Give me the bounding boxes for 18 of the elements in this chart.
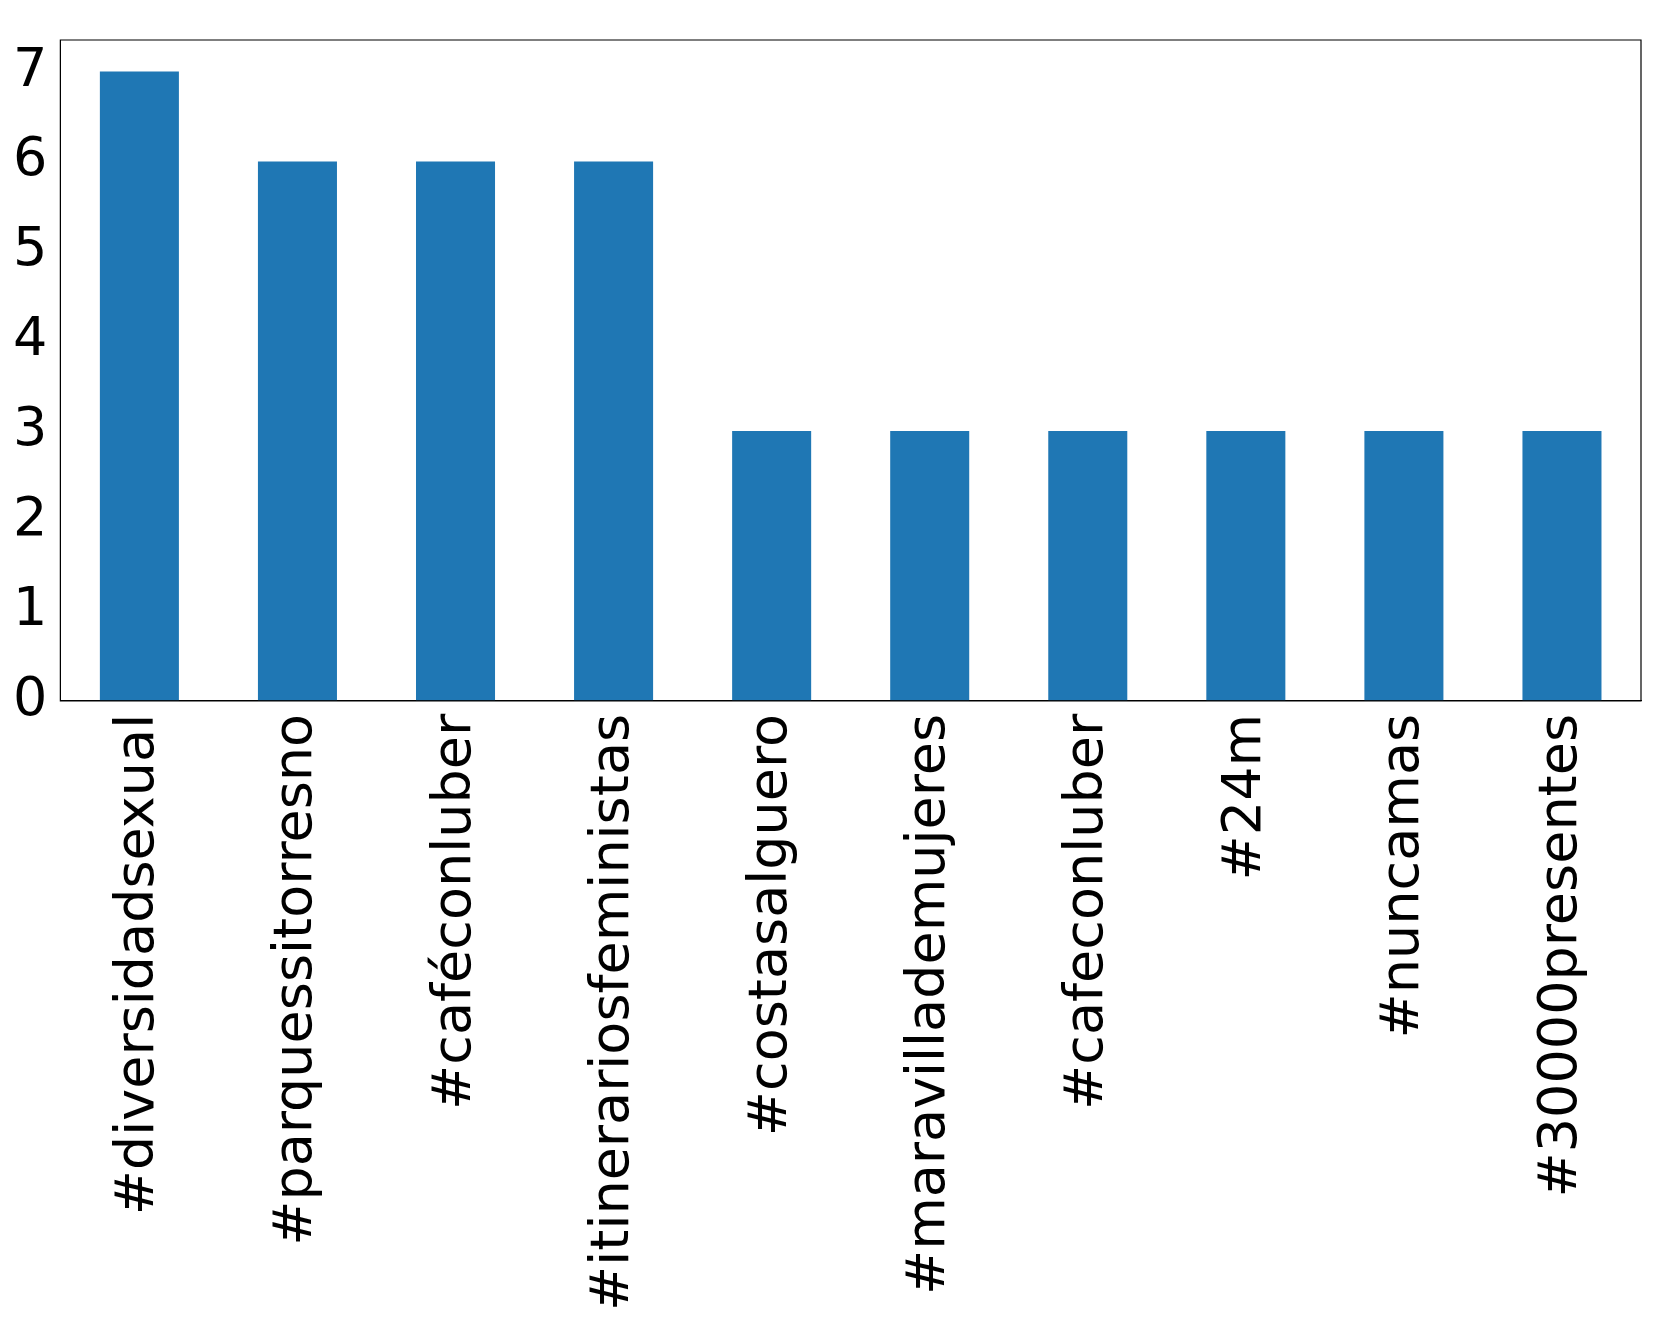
y-tick-label: 1: [13, 574, 48, 638]
y-tick-label: 6: [13, 125, 48, 189]
x-tick-label: #costasalguero: [735, 713, 799, 1137]
x-tick-label: #caféconluber: [419, 713, 483, 1110]
y-tick-label: 3: [13, 395, 48, 459]
y-tick-label: 4: [13, 305, 48, 369]
y-tick-label: 5: [13, 215, 48, 279]
y-tick-label: 7: [13, 35, 48, 99]
x-tick-label: #maravillademujeres: [893, 713, 957, 1296]
y-tick-label: 2: [13, 485, 48, 549]
x-tick-label: #nuncamas: [1367, 713, 1431, 1039]
x-tick-label: #diversidadsexual: [103, 713, 167, 1216]
y-tick-label: 0: [13, 664, 48, 728]
x-tick-label: #itinerariosfeministas: [577, 713, 641, 1311]
x-tick-label: #cafeconluber: [1051, 713, 1115, 1110]
x-tick-label: #24m: [1209, 713, 1273, 881]
x-tick-label: #30000presentes: [1526, 713, 1589, 1198]
x-tick-label: #parquessitorresno: [261, 713, 325, 1246]
